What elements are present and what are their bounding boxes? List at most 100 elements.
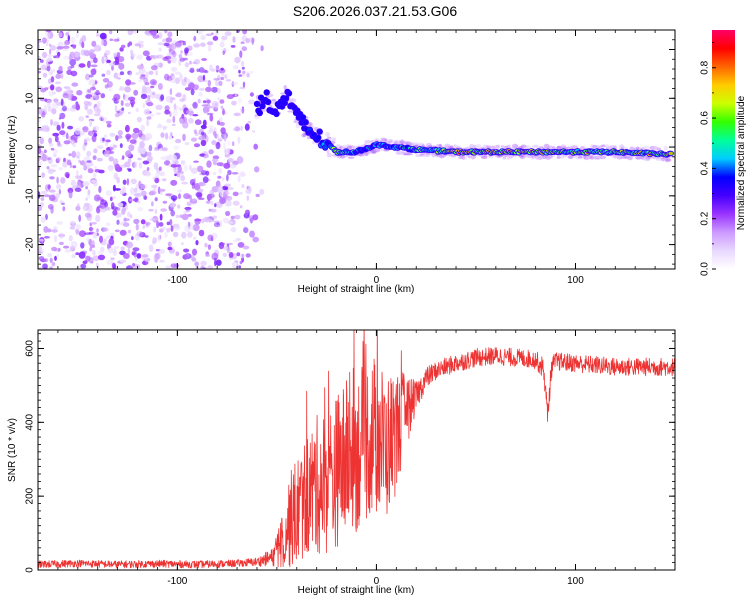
noise-speckle xyxy=(186,201,192,207)
noise-speckle xyxy=(70,70,78,77)
noise-speckle xyxy=(132,198,138,202)
noise-speckle xyxy=(55,193,60,199)
x-tick-label: 0 xyxy=(374,576,380,587)
noise-speckle xyxy=(112,158,119,166)
noise-speckle xyxy=(163,160,171,166)
snr-panel: -100 0 100 0 200 400 600 Height of straight li… xyxy=(7,329,676,596)
noise-speckle xyxy=(119,86,123,89)
noise-speckle xyxy=(128,96,136,102)
noise-speckle xyxy=(105,141,109,147)
signal-halo-blob xyxy=(616,157,622,160)
noise-speckle xyxy=(160,191,163,195)
noise-speckle xyxy=(124,86,131,93)
noise-speckle xyxy=(180,50,183,54)
signal-halo-blob xyxy=(473,144,477,148)
noise-speckle xyxy=(125,133,132,140)
noise-speckle xyxy=(140,190,147,197)
colorbar: 0.0 0.2 0.4 0.6 0.8 Normalized spectral ampl… xyxy=(700,30,747,276)
y-tick-label: 20 xyxy=(25,44,36,56)
noise-speckle xyxy=(69,246,74,251)
noise-speckle xyxy=(192,101,198,109)
noise-speckle xyxy=(191,257,197,262)
signal-halo-blob xyxy=(406,153,413,156)
noise-speckle xyxy=(70,36,76,44)
noise-speckle xyxy=(55,86,63,93)
noise-speckle xyxy=(43,104,48,113)
signal-blob xyxy=(274,111,279,117)
noise-speckle xyxy=(168,135,172,140)
noise-speckle xyxy=(103,39,108,47)
signal-halo-blob xyxy=(624,147,628,150)
noise-speckle xyxy=(76,224,81,229)
noise-speckle xyxy=(144,133,153,140)
noise-speckle xyxy=(146,222,149,227)
noise-speckle xyxy=(62,93,70,99)
noise-speckle xyxy=(140,219,146,225)
noise-speckle xyxy=(204,70,209,74)
noise-speckle xyxy=(246,195,250,202)
noise-speckle xyxy=(56,46,64,50)
noise-speckle xyxy=(52,148,58,155)
noise-speckle xyxy=(85,73,90,81)
noise-speckle xyxy=(66,86,72,94)
noise-speckle xyxy=(49,257,53,263)
noise-speckle xyxy=(38,98,43,102)
noise-speckle xyxy=(48,90,54,97)
noise-speckle xyxy=(166,221,170,226)
noise-speckle xyxy=(194,218,202,222)
noise-speckle xyxy=(231,261,238,269)
noise-speckle xyxy=(178,193,181,200)
noise-speckle xyxy=(120,100,124,107)
noise-speckle xyxy=(254,166,260,173)
noise-speckle xyxy=(105,190,113,197)
noise-speckle xyxy=(158,166,162,171)
noise-speckle xyxy=(226,147,231,154)
noise-speckle xyxy=(131,251,136,256)
noise-speckle xyxy=(69,226,76,230)
noise-speckle xyxy=(137,146,142,154)
noise-speckle xyxy=(97,254,106,261)
noise-speckle xyxy=(95,214,101,223)
colorbar-tick-label: 0.0 xyxy=(700,262,711,276)
noise-speckle xyxy=(58,32,63,38)
noise-speckle xyxy=(225,210,231,217)
noise-speckle xyxy=(160,132,165,138)
noise-speckle xyxy=(101,116,108,122)
noise-speckle xyxy=(151,65,158,71)
noise-speckle xyxy=(157,249,166,254)
noise-speckle xyxy=(216,185,224,193)
noise-speckle xyxy=(129,198,133,202)
noise-speckle xyxy=(218,117,223,122)
signal-halo-blob xyxy=(580,146,586,150)
noise-speckle xyxy=(181,242,184,246)
noise-speckle xyxy=(107,247,115,254)
noise-speckle xyxy=(82,260,88,265)
noise-speckle xyxy=(59,143,63,147)
noise-speckle xyxy=(106,123,112,128)
noise-speckle xyxy=(64,249,71,253)
noise-speckle xyxy=(45,67,50,71)
noise-speckle xyxy=(40,190,48,195)
noise-speckle xyxy=(51,229,58,233)
noise-speckle xyxy=(80,242,85,249)
noise-speckle xyxy=(132,247,140,252)
signal-blob xyxy=(257,110,263,116)
noise-speckle xyxy=(155,70,158,76)
noise-speckle xyxy=(86,163,91,170)
noise-speckle xyxy=(47,32,51,39)
noise-speckle xyxy=(148,113,155,117)
noise-speckle xyxy=(251,37,255,45)
noise-speckle xyxy=(42,37,47,44)
noise-speckle xyxy=(67,30,72,33)
noise-speckle xyxy=(129,71,132,77)
noise-speckle xyxy=(79,174,83,179)
noise-speckle xyxy=(193,129,198,135)
noise-speckle xyxy=(165,265,171,269)
noise-speckle xyxy=(52,68,56,73)
noise-speckle xyxy=(93,194,101,202)
noise-speckle xyxy=(84,137,91,142)
noise-speckle xyxy=(197,188,204,193)
noise-speckle xyxy=(86,150,92,157)
colorbar-tick-label: 0.4 xyxy=(700,161,711,175)
noise-speckle xyxy=(136,200,141,204)
